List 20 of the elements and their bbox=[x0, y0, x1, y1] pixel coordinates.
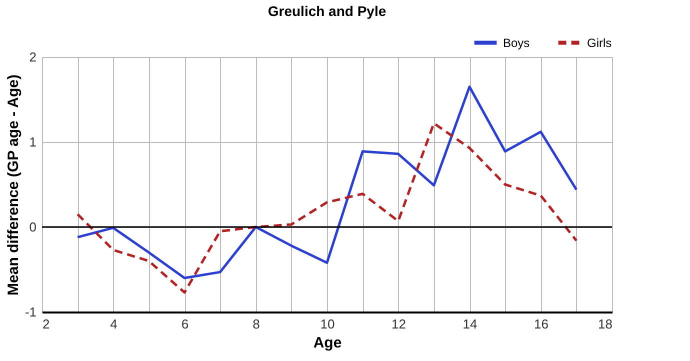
y-tick-label: 1 bbox=[29, 134, 36, 150]
x-tick-label: 14 bbox=[462, 316, 478, 332]
x-tick-label: 12 bbox=[392, 316, 406, 332]
x-tick-label: 16 bbox=[534, 316, 548, 332]
y-tick-label: 2 bbox=[29, 50, 36, 64]
x-tick-label: 6 bbox=[181, 316, 189, 332]
x-tick-label: 18 bbox=[598, 316, 612, 332]
y-tick-label: 0 bbox=[29, 220, 36, 234]
y-axis-title: Mean difference (GP age - Age) bbox=[4, 74, 22, 296]
chart-title: Greulich and Pyle bbox=[268, 3, 386, 19]
legend-label: Girls bbox=[587, 36, 612, 50]
y-tick-label: -1 bbox=[24, 304, 36, 320]
line-series bbox=[76, 122, 578, 294]
legend-label: Boys bbox=[503, 36, 530, 50]
line-series bbox=[76, 86, 578, 280]
x-tick-label: 2 bbox=[42, 316, 50, 332]
x-tick-label: 8 bbox=[252, 316, 260, 332]
x-tick-label: 10 bbox=[320, 316, 335, 332]
x-axis-title: Age bbox=[313, 334, 342, 352]
x-tick-label: 4 bbox=[110, 316, 118, 332]
